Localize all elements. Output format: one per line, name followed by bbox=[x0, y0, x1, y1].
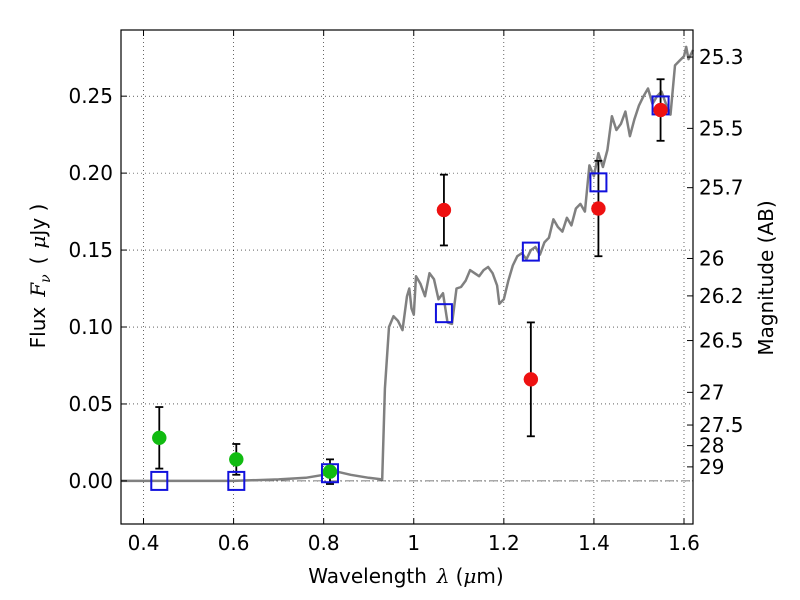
red-detections-point bbox=[436, 202, 452, 218]
model-photometry-square bbox=[521, 241, 540, 262]
mag-tick-label: 28 bbox=[699, 434, 724, 458]
mag-tick-label: 26.5 bbox=[699, 329, 744, 353]
green-detections-point bbox=[152, 430, 167, 446]
mag-tick-label: 27 bbox=[699, 380, 724, 404]
y-axis-label: FluxFν(μJy ) bbox=[26, 204, 54, 349]
red-detections-point bbox=[653, 102, 668, 118]
mag-tick-label: 25.5 bbox=[699, 116, 744, 140]
x-tick-label: 0.6 bbox=[218, 531, 250, 555]
y-tick-label: 0.05 bbox=[68, 392, 113, 416]
x-tick-label: 0.8 bbox=[308, 531, 340, 555]
x-tick-label: 1 bbox=[407, 531, 420, 555]
model-spectrum-layer bbox=[121, 45, 695, 483]
tick-marks bbox=[121, 30, 693, 524]
red-detections-point bbox=[591, 201, 606, 216]
y-tick-label: 0.25 bbox=[68, 84, 113, 108]
grid-lines bbox=[121, 30, 693, 524]
mag-tick-label: 27.5 bbox=[699, 413, 744, 437]
magnitude-axis-label: Magnitude (AB) bbox=[754, 200, 778, 355]
errorbar-layer bbox=[155, 78, 665, 485]
mag-tick-label: 25.3 bbox=[699, 45, 744, 69]
y-tick-label: 0.15 bbox=[68, 238, 113, 262]
tick-labels: 0.4 0.6 0.8 1 1.2 1.4 1.6 0.00 0.05 0.10 0.15 0.20 0… bbox=[68, 45, 743, 555]
x-tick-label: 1.4 bbox=[578, 531, 610, 555]
mag-tick-label: 26.2 bbox=[699, 284, 744, 308]
mag-tick-label: 26 bbox=[699, 246, 724, 270]
model-photometry-square bbox=[227, 470, 246, 491]
green-detections-point bbox=[322, 464, 338, 479]
x-axis-label: Wavelength λ (μm) bbox=[308, 564, 503, 588]
model-spectrum-line bbox=[121, 45, 695, 483]
red-detections-point bbox=[523, 372, 539, 387]
x-tick-label: 1.2 bbox=[488, 531, 520, 555]
model-photometry-square bbox=[320, 463, 339, 484]
y-tick-label: 0.10 bbox=[68, 315, 113, 339]
mag-tick-label: 25.7 bbox=[699, 176, 744, 200]
model-photometry-square bbox=[434, 303, 453, 324]
model-photometry-square bbox=[150, 470, 169, 491]
green-detections-point bbox=[229, 452, 244, 467]
marker-layer bbox=[150, 95, 670, 491]
x-tick-label: 1.6 bbox=[668, 531, 700, 555]
mag-tick-label: 29 bbox=[699, 455, 724, 479]
x-tick-label: 0.4 bbox=[128, 531, 160, 555]
plot-frame bbox=[120, 29, 694, 525]
model-photometry-square bbox=[589, 172, 608, 193]
y-tick-label: 0.20 bbox=[68, 161, 113, 185]
y-tick-label: 0.00 bbox=[68, 469, 113, 493]
